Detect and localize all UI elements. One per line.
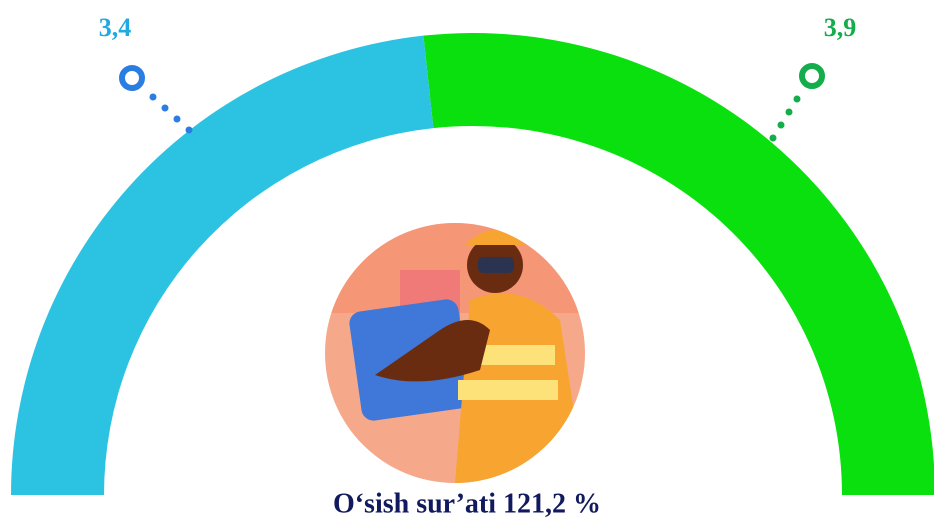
marker-left bbox=[119, 65, 193, 134]
marker-right bbox=[769, 63, 825, 142]
donut-segment bbox=[11, 35, 434, 495]
illustration bbox=[325, 223, 585, 483]
value-label: 3,4 bbox=[99, 13, 132, 42]
donut-segment bbox=[423, 33, 934, 495]
value-label: 3,9 bbox=[824, 13, 857, 42]
caption: O‘sish sur’ati 121,2 % bbox=[333, 488, 601, 519]
